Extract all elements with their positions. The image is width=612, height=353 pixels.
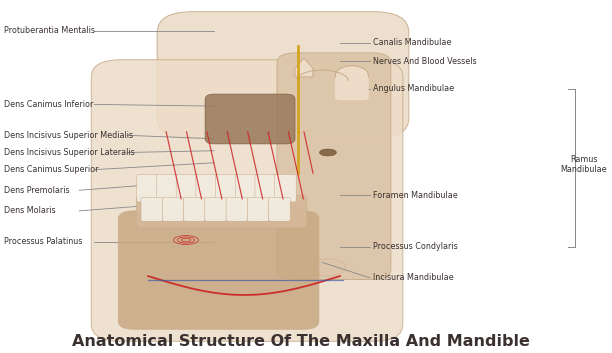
FancyBboxPatch shape xyxy=(91,60,403,341)
Text: Ramus
Mandibulae: Ramus Mandibulae xyxy=(561,155,607,174)
FancyBboxPatch shape xyxy=(176,174,198,202)
Text: Angulus Mandibulae: Angulus Mandibulae xyxy=(373,84,454,94)
FancyBboxPatch shape xyxy=(275,174,296,202)
Polygon shape xyxy=(295,58,313,77)
Text: Foramen Mandibulae: Foramen Mandibulae xyxy=(373,191,458,200)
Text: Anatomical Structure Of The Maxilla And Mandible: Anatomical Structure Of The Maxilla And … xyxy=(72,334,530,349)
Ellipse shape xyxy=(319,149,337,156)
Text: Canalis Mandibulae: Canalis Mandibulae xyxy=(373,38,451,47)
FancyBboxPatch shape xyxy=(162,197,184,221)
FancyBboxPatch shape xyxy=(157,174,178,202)
Ellipse shape xyxy=(310,259,346,276)
Text: Dens Incisivus Superior Medialis: Dens Incisivus Superior Medialis xyxy=(4,131,133,140)
Text: Incisura Mandibulae: Incisura Mandibulae xyxy=(373,273,453,282)
Text: Protuberantia Mentalis: Protuberantia Mentalis xyxy=(4,26,95,35)
FancyBboxPatch shape xyxy=(205,94,295,144)
FancyBboxPatch shape xyxy=(247,197,269,221)
FancyBboxPatch shape xyxy=(157,12,409,139)
FancyBboxPatch shape xyxy=(136,196,307,228)
FancyBboxPatch shape xyxy=(141,197,163,221)
Text: Dens Canimus Inferior: Dens Canimus Inferior xyxy=(4,100,94,109)
FancyBboxPatch shape xyxy=(118,211,319,329)
FancyBboxPatch shape xyxy=(184,197,205,221)
FancyBboxPatch shape xyxy=(226,197,248,221)
Text: Dens Premolaris: Dens Premolaris xyxy=(4,186,70,195)
Ellipse shape xyxy=(335,66,368,85)
FancyBboxPatch shape xyxy=(269,197,290,221)
FancyBboxPatch shape xyxy=(196,174,217,202)
Text: Processus Palatinus: Processus Palatinus xyxy=(4,237,83,246)
Text: Dens Canimus Superior: Dens Canimus Superior xyxy=(4,165,99,174)
Text: Dens Incisivus Superior Lateralis: Dens Incisivus Superior Lateralis xyxy=(4,148,135,157)
FancyBboxPatch shape xyxy=(215,174,237,202)
Text: Processus Condylaris: Processus Condylaris xyxy=(373,243,458,251)
Text: Nerves And Blood Vessels: Nerves And Blood Vessels xyxy=(373,57,477,66)
Text: Dens Molaris: Dens Molaris xyxy=(4,207,56,215)
FancyBboxPatch shape xyxy=(137,174,159,202)
FancyBboxPatch shape xyxy=(255,174,277,202)
FancyBboxPatch shape xyxy=(235,174,257,202)
FancyBboxPatch shape xyxy=(277,53,391,280)
FancyBboxPatch shape xyxy=(335,76,368,100)
FancyBboxPatch shape xyxy=(205,197,226,221)
